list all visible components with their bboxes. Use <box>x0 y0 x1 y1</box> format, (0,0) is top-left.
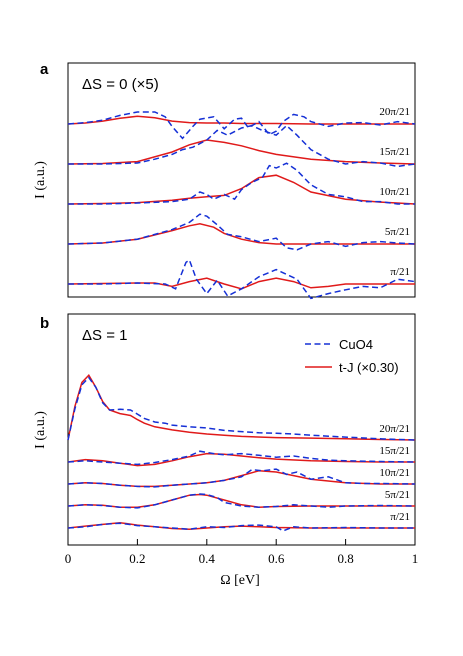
panel-b-tj-line-1 <box>67 452 415 467</box>
panel-a-frame <box>67 62 416 298</box>
legend-cuo4-label: CuO4 <box>339 337 373 352</box>
panel-b-cuo4-line-0 <box>67 376 416 441</box>
panel-b-tj-line-0 <box>67 373 416 441</box>
legend-tj-label: t-J (×0.30) <box>339 360 399 375</box>
x-tick-label-0: 0 <box>65 551 72 566</box>
panel-b-title: ΔS = 1 <box>82 327 127 344</box>
panel-b-k-label-0: 20π/21 <box>379 423 410 435</box>
x-tick-label-3: 0.6 <box>268 551 285 566</box>
panel-a: a ΔS = 0 (×5) I (a.u.) 20π/21 15π/21 10π/2… <box>33 61 416 300</box>
panel-b-xlabel: Ω [eV] <box>220 573 260 588</box>
x-tick-label-1: 0.2 <box>129 551 145 566</box>
x-tick-label-5: 1 <box>412 551 419 566</box>
panel-b-ylabel: I (a.u.) <box>33 411 48 449</box>
x-tick-label-4: 0.8 <box>337 551 353 566</box>
panel-a-cuo4-line-0 <box>67 111 416 140</box>
panel-b-frame <box>67 313 416 546</box>
panel-a-title: ΔS = 0 (×5) <box>82 76 159 93</box>
legend: CuO4 t-J (×0.30) <box>305 337 399 375</box>
panel-a-cuo4-line-2 <box>68 162 415 205</box>
panel-b-k-label-1: 15π/21 <box>379 445 410 457</box>
panel-b-letter: b <box>40 315 49 332</box>
panel-a-k-label-2: 10π/21 <box>379 186 410 198</box>
panel-a-k-label-0: 20π/21 <box>379 106 410 118</box>
panel-a-cuo4-line-4 <box>68 258 416 300</box>
panel-a-tj-line-1 <box>67 139 416 165</box>
panel-a-k-label-3: 5π/21 <box>385 226 410 238</box>
panel-b-plot: 20π/21 15π/21 10π/21 5π/21 π/21 <box>67 373 416 532</box>
panel-a-cuo4-line-1 <box>68 124 416 168</box>
panel-a-k-label-4: π/21 <box>390 266 410 278</box>
panel-a-letter: a <box>40 61 49 78</box>
panel-b-cuo4-line-3 <box>67 493 416 509</box>
panel-b-k-label-3: 5π/21 <box>385 489 410 501</box>
panel-b-k-label-2: 10π/21 <box>379 467 410 479</box>
panel-b-tj-line-2 <box>67 470 415 488</box>
panel-b-k-label-4: π/21 <box>390 511 410 523</box>
panel-b-x-ticks: 0 0.2 0.4 0.6 0.8 1 <box>65 539 419 566</box>
x-tick-label-2: 0.4 <box>199 551 216 566</box>
panel-b: b ΔS = 1 I (a.u.) 20π/2115π/2110π/215π/2… <box>33 313 419 588</box>
panel-a-ylabel: I (a.u.) <box>33 161 48 199</box>
panel-a-cuo4-line-3 <box>67 213 416 251</box>
panel-b-cuo4-line-4 <box>67 522 415 532</box>
panel-a-tj-line-0 <box>67 115 415 125</box>
panel-a-plot: 20π/21 15π/21 10π/21 5π/21 π/21 <box>67 106 416 300</box>
panel-a-k-label-1: 15π/21 <box>379 146 410 158</box>
panel-b-cuo4-line-1 <box>67 450 416 466</box>
panel-b-cuo4-line-2 <box>67 468 416 488</box>
